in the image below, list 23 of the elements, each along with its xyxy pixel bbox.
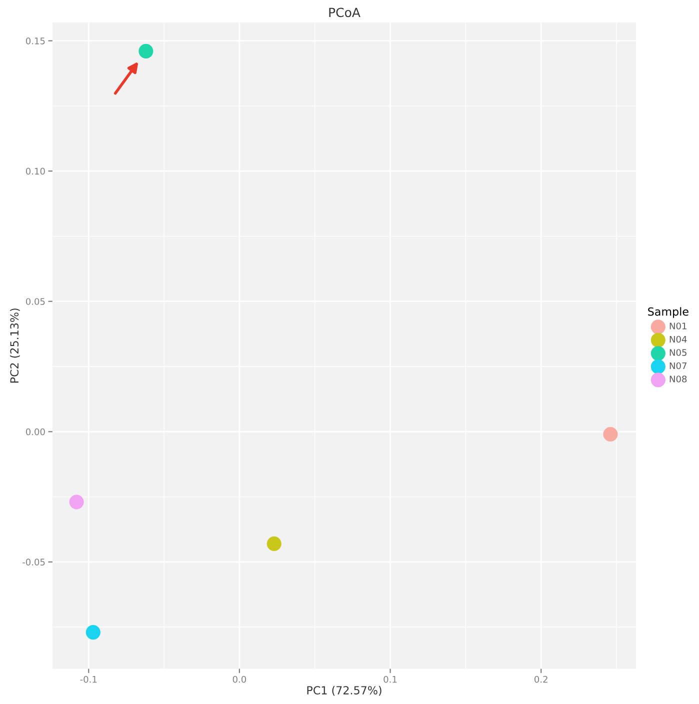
point: [69, 494, 84, 510]
legend-label: N05: [670, 349, 686, 356]
x-tick-label: 0.0: [232, 676, 246, 683]
y-tick-label: 0.10: [26, 168, 45, 175]
x-tick-label: 0.1: [384, 676, 397, 683]
y-tick-label: 0.00: [26, 428, 45, 436]
legend-label: N07: [670, 362, 686, 370]
point: [138, 44, 154, 58]
x-axis-title: PC1 (72.57%): [307, 686, 382, 696]
y-tick-label: 0.15: [26, 38, 45, 44]
legend-title: Sample: [648, 307, 688, 318]
y-axis-title: PC2 (25.13%): [10, 308, 20, 383]
x-tick-label: -0.1: [80, 676, 97, 683]
x-tick-label: 0.2: [534, 676, 548, 683]
legend-label: N04: [670, 336, 687, 343]
point: [86, 625, 100, 640]
y-tick-label: 0.05: [26, 298, 45, 305]
point: [603, 426, 618, 442]
legend-label: N01: [670, 322, 686, 330]
point: [266, 536, 282, 551]
chart-title: PCoA: [329, 8, 360, 18]
legend-label: N08: [670, 376, 687, 382]
y-tick-label: -0.05: [22, 558, 45, 566]
